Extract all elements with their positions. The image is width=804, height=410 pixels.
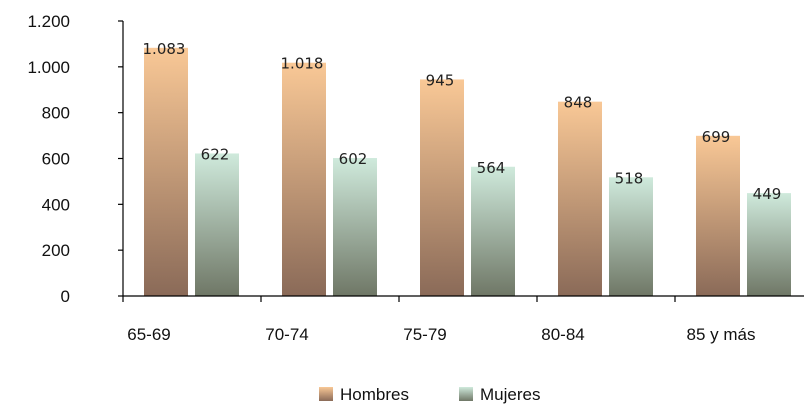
data-label-mujeres-5: 449 xyxy=(753,185,782,203)
bar-hombres-2 xyxy=(282,62,326,297)
bar-hombres-4 xyxy=(558,101,602,297)
legend-label-hombres: Hombres xyxy=(340,385,409,404)
x-tick-label-3: 75-79 xyxy=(403,325,446,344)
y-tick-label-2: 400 xyxy=(42,195,70,214)
bar-mujeres-5 xyxy=(747,193,791,296)
y-tick-label-3: 600 xyxy=(42,150,70,169)
data-label-mujeres-4: 518 xyxy=(615,169,644,187)
bar-mujeres-4 xyxy=(609,177,653,296)
y-tick-label-4: 800 xyxy=(42,104,70,123)
bar-hombres-5 xyxy=(696,135,740,296)
y-tick-label-1: 200 xyxy=(42,241,70,260)
x-tick-label-2: 70-74 xyxy=(265,325,308,344)
bar-mujeres-1 xyxy=(195,153,239,296)
x-tick-label-4: 80-84 xyxy=(541,325,584,344)
legend-label-mujeres: Mujeres xyxy=(480,385,540,404)
data-label-hombres-4: 848 xyxy=(564,94,593,112)
bar-mujeres-2 xyxy=(333,158,377,296)
bar-hombres-1 xyxy=(144,47,188,296)
data-label-hombres-5: 699 xyxy=(702,128,731,146)
x-tick-label-5: 85 y más xyxy=(687,325,756,344)
x-tick-label-1: 65-69 xyxy=(127,325,170,344)
data-label-mujeres-2: 602 xyxy=(339,150,368,168)
bar-hombres-3 xyxy=(420,79,464,296)
legend-swatch-hombres xyxy=(319,387,333,401)
y-tick-label-0: 0 xyxy=(61,287,70,306)
data-label-mujeres-3: 564 xyxy=(477,159,506,177)
data-label-hombres-1: 1.083 xyxy=(143,40,186,58)
legend-swatch-mujeres xyxy=(459,387,473,401)
bar-mujeres-3 xyxy=(471,166,515,296)
y-tick-label-6: 1.200 xyxy=(27,12,70,31)
y-tick-label-5: 1.000 xyxy=(27,58,70,77)
data-label-hombres-2: 1.018 xyxy=(281,55,324,73)
data-label-mujeres-1: 622 xyxy=(201,145,230,163)
data-label-hombres-3: 945 xyxy=(426,71,455,89)
